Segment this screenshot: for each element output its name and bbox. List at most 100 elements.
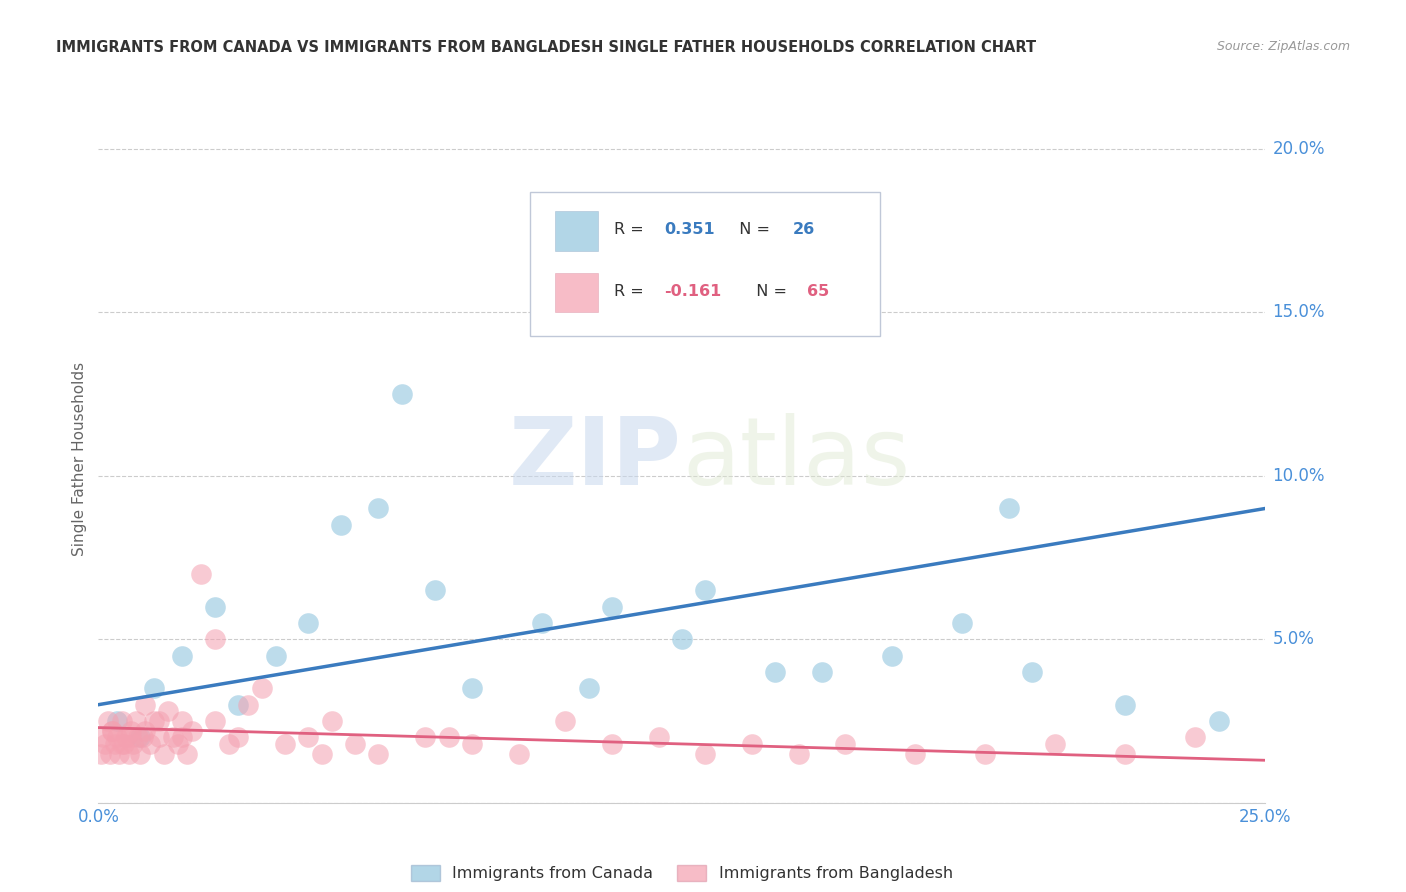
Text: 0.351: 0.351 — [665, 222, 716, 236]
Point — [834, 737, 856, 751]
Point — [461, 681, 484, 696]
Point — [297, 615, 319, 630]
Point — [204, 599, 226, 614]
Point — [695, 583, 717, 598]
Point — [1045, 737, 1067, 751]
FancyBboxPatch shape — [555, 211, 598, 251]
Point — [143, 681, 166, 696]
Point — [152, 747, 174, 761]
Point — [530, 615, 553, 630]
Point — [554, 714, 576, 728]
Point — [974, 747, 997, 761]
Text: R =: R = — [614, 284, 650, 299]
Point — [367, 747, 389, 761]
Point — [1114, 698, 1136, 712]
Point — [1208, 714, 1230, 728]
Point — [176, 747, 198, 761]
Point — [578, 681, 600, 696]
Point — [413, 731, 436, 745]
Text: N =: N = — [747, 284, 792, 299]
Point — [105, 714, 128, 728]
Point — [274, 737, 297, 751]
Point — [741, 737, 763, 751]
Point — [129, 747, 152, 761]
Text: 20.0%: 20.0% — [1272, 140, 1324, 158]
FancyBboxPatch shape — [555, 273, 598, 312]
Point — [391, 387, 413, 401]
Point — [228, 698, 250, 712]
Point — [236, 698, 259, 712]
Point — [134, 723, 156, 738]
Point — [148, 714, 170, 728]
Point — [297, 731, 319, 745]
Point — [120, 723, 142, 738]
Point — [330, 517, 353, 532]
Point — [97, 714, 120, 728]
Point — [105, 731, 128, 745]
Point — [811, 665, 834, 679]
Text: R =: R = — [614, 222, 650, 236]
Point — [127, 731, 149, 745]
Point — [120, 731, 142, 745]
Text: -0.161: -0.161 — [665, 284, 721, 299]
Point — [250, 681, 273, 696]
Point — [228, 731, 250, 745]
Text: IMMIGRANTS FROM CANADA VS IMMIGRANTS FROM BANGLADESH SINGLE FATHER HOUSEHOLDS CO: IMMIGRANTS FROM CANADA VS IMMIGRANTS FRO… — [56, 40, 1036, 55]
Point — [321, 714, 343, 728]
Point — [695, 747, 717, 761]
FancyBboxPatch shape — [530, 192, 880, 335]
Point — [129, 731, 152, 745]
Point — [90, 747, 112, 761]
Point — [111, 737, 134, 751]
Point — [172, 648, 194, 663]
Text: ZIP: ZIP — [509, 413, 682, 506]
Point — [423, 583, 446, 598]
Point — [94, 737, 117, 751]
Y-axis label: Single Father Households: Single Father Households — [72, 362, 87, 557]
Point — [1021, 665, 1043, 679]
Point — [344, 737, 367, 751]
Legend: Immigrants from Canada, Immigrants from Bangladesh: Immigrants from Canada, Immigrants from … — [405, 858, 959, 888]
Point — [880, 648, 903, 663]
Point — [787, 747, 810, 761]
Point — [166, 737, 188, 751]
Point — [600, 737, 623, 751]
Text: 65: 65 — [807, 284, 830, 299]
Text: N =: N = — [728, 222, 775, 236]
Text: 26: 26 — [793, 222, 815, 236]
Point — [132, 731, 155, 745]
Point — [98, 747, 121, 761]
Point — [148, 731, 170, 745]
Point — [101, 723, 124, 738]
Point — [647, 731, 669, 745]
Point — [180, 723, 202, 738]
Text: atlas: atlas — [682, 413, 910, 506]
Point — [118, 747, 141, 761]
Point — [204, 714, 226, 728]
Point — [204, 632, 226, 647]
Point — [437, 731, 460, 745]
Point — [139, 737, 162, 751]
Text: 5.0%: 5.0% — [1272, 631, 1315, 648]
Point — [157, 704, 180, 718]
Point — [1184, 731, 1206, 745]
Point — [763, 665, 786, 679]
Point — [508, 747, 530, 761]
Point — [108, 747, 131, 761]
Text: 15.0%: 15.0% — [1272, 303, 1324, 321]
Point — [112, 737, 135, 751]
Point — [122, 737, 145, 751]
Point — [904, 747, 927, 761]
Point — [91, 731, 114, 745]
Point — [101, 723, 124, 738]
Point — [600, 599, 623, 614]
Point — [1114, 747, 1136, 761]
Text: 10.0%: 10.0% — [1272, 467, 1324, 484]
Point — [134, 698, 156, 712]
Point — [997, 501, 1019, 516]
Point — [111, 714, 134, 728]
Text: Source: ZipAtlas.com: Source: ZipAtlas.com — [1216, 40, 1350, 54]
Point — [218, 737, 240, 751]
Point — [172, 731, 194, 745]
Point — [190, 566, 212, 581]
